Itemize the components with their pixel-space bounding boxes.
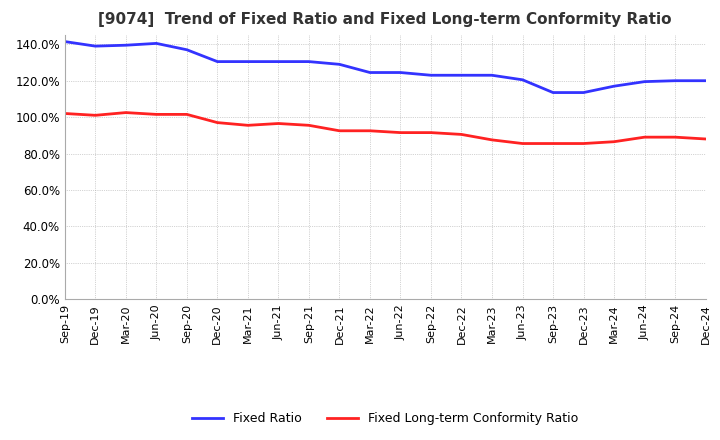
- Fixed Ratio: [640, 79, 649, 84]
- Fixed Ratio: [152, 41, 161, 46]
- Fixed Long-term Conformity Ratio: [457, 132, 466, 137]
- Fixed Ratio: [335, 62, 343, 67]
- Fixed Long-term Conformity Ratio: [122, 110, 130, 115]
- Fixed Ratio: [549, 90, 557, 95]
- Line: Fixed Ratio: Fixed Ratio: [65, 41, 706, 92]
- Fixed Long-term Conformity Ratio: [183, 112, 192, 117]
- Fixed Long-term Conformity Ratio: [213, 120, 222, 125]
- Fixed Ratio: [366, 70, 374, 75]
- Fixed Long-term Conformity Ratio: [152, 112, 161, 117]
- Title: [9074]  Trend of Fixed Ratio and Fixed Long-term Conformity Ratio: [9074] Trend of Fixed Ratio and Fixed Lo…: [99, 12, 672, 27]
- Fixed Long-term Conformity Ratio: [671, 135, 680, 140]
- Fixed Long-term Conformity Ratio: [335, 128, 343, 133]
- Fixed Long-term Conformity Ratio: [518, 141, 527, 146]
- Fixed Long-term Conformity Ratio: [579, 141, 588, 146]
- Fixed Ratio: [427, 73, 436, 78]
- Fixed Long-term Conformity Ratio: [274, 121, 283, 126]
- Fixed Ratio: [671, 78, 680, 83]
- Fixed Ratio: [60, 39, 69, 44]
- Fixed Ratio: [610, 84, 618, 89]
- Fixed Long-term Conformity Ratio: [366, 128, 374, 133]
- Fixed Long-term Conformity Ratio: [610, 139, 618, 144]
- Fixed Long-term Conformity Ratio: [60, 111, 69, 116]
- Fixed Ratio: [518, 77, 527, 82]
- Fixed Long-term Conformity Ratio: [427, 130, 436, 135]
- Fixed Ratio: [457, 73, 466, 78]
- Fixed Ratio: [579, 90, 588, 95]
- Fixed Ratio: [213, 59, 222, 64]
- Fixed Ratio: [243, 59, 252, 64]
- Fixed Long-term Conformity Ratio: [305, 123, 313, 128]
- Fixed Long-term Conformity Ratio: [91, 113, 99, 118]
- Fixed Long-term Conformity Ratio: [701, 136, 710, 142]
- Fixed Ratio: [305, 59, 313, 64]
- Legend: Fixed Ratio, Fixed Long-term Conformity Ratio: Fixed Ratio, Fixed Long-term Conformity …: [187, 407, 583, 430]
- Fixed Ratio: [487, 73, 496, 78]
- Fixed Ratio: [701, 78, 710, 83]
- Fixed Long-term Conformity Ratio: [243, 123, 252, 128]
- Fixed Long-term Conformity Ratio: [549, 141, 557, 146]
- Fixed Long-term Conformity Ratio: [640, 135, 649, 140]
- Fixed Ratio: [396, 70, 405, 75]
- Fixed Long-term Conformity Ratio: [396, 130, 405, 135]
- Fixed Ratio: [274, 59, 283, 64]
- Fixed Ratio: [91, 44, 99, 49]
- Fixed Ratio: [122, 43, 130, 48]
- Line: Fixed Long-term Conformity Ratio: Fixed Long-term Conformity Ratio: [65, 113, 706, 143]
- Fixed Long-term Conformity Ratio: [487, 137, 496, 143]
- Fixed Ratio: [183, 47, 192, 52]
